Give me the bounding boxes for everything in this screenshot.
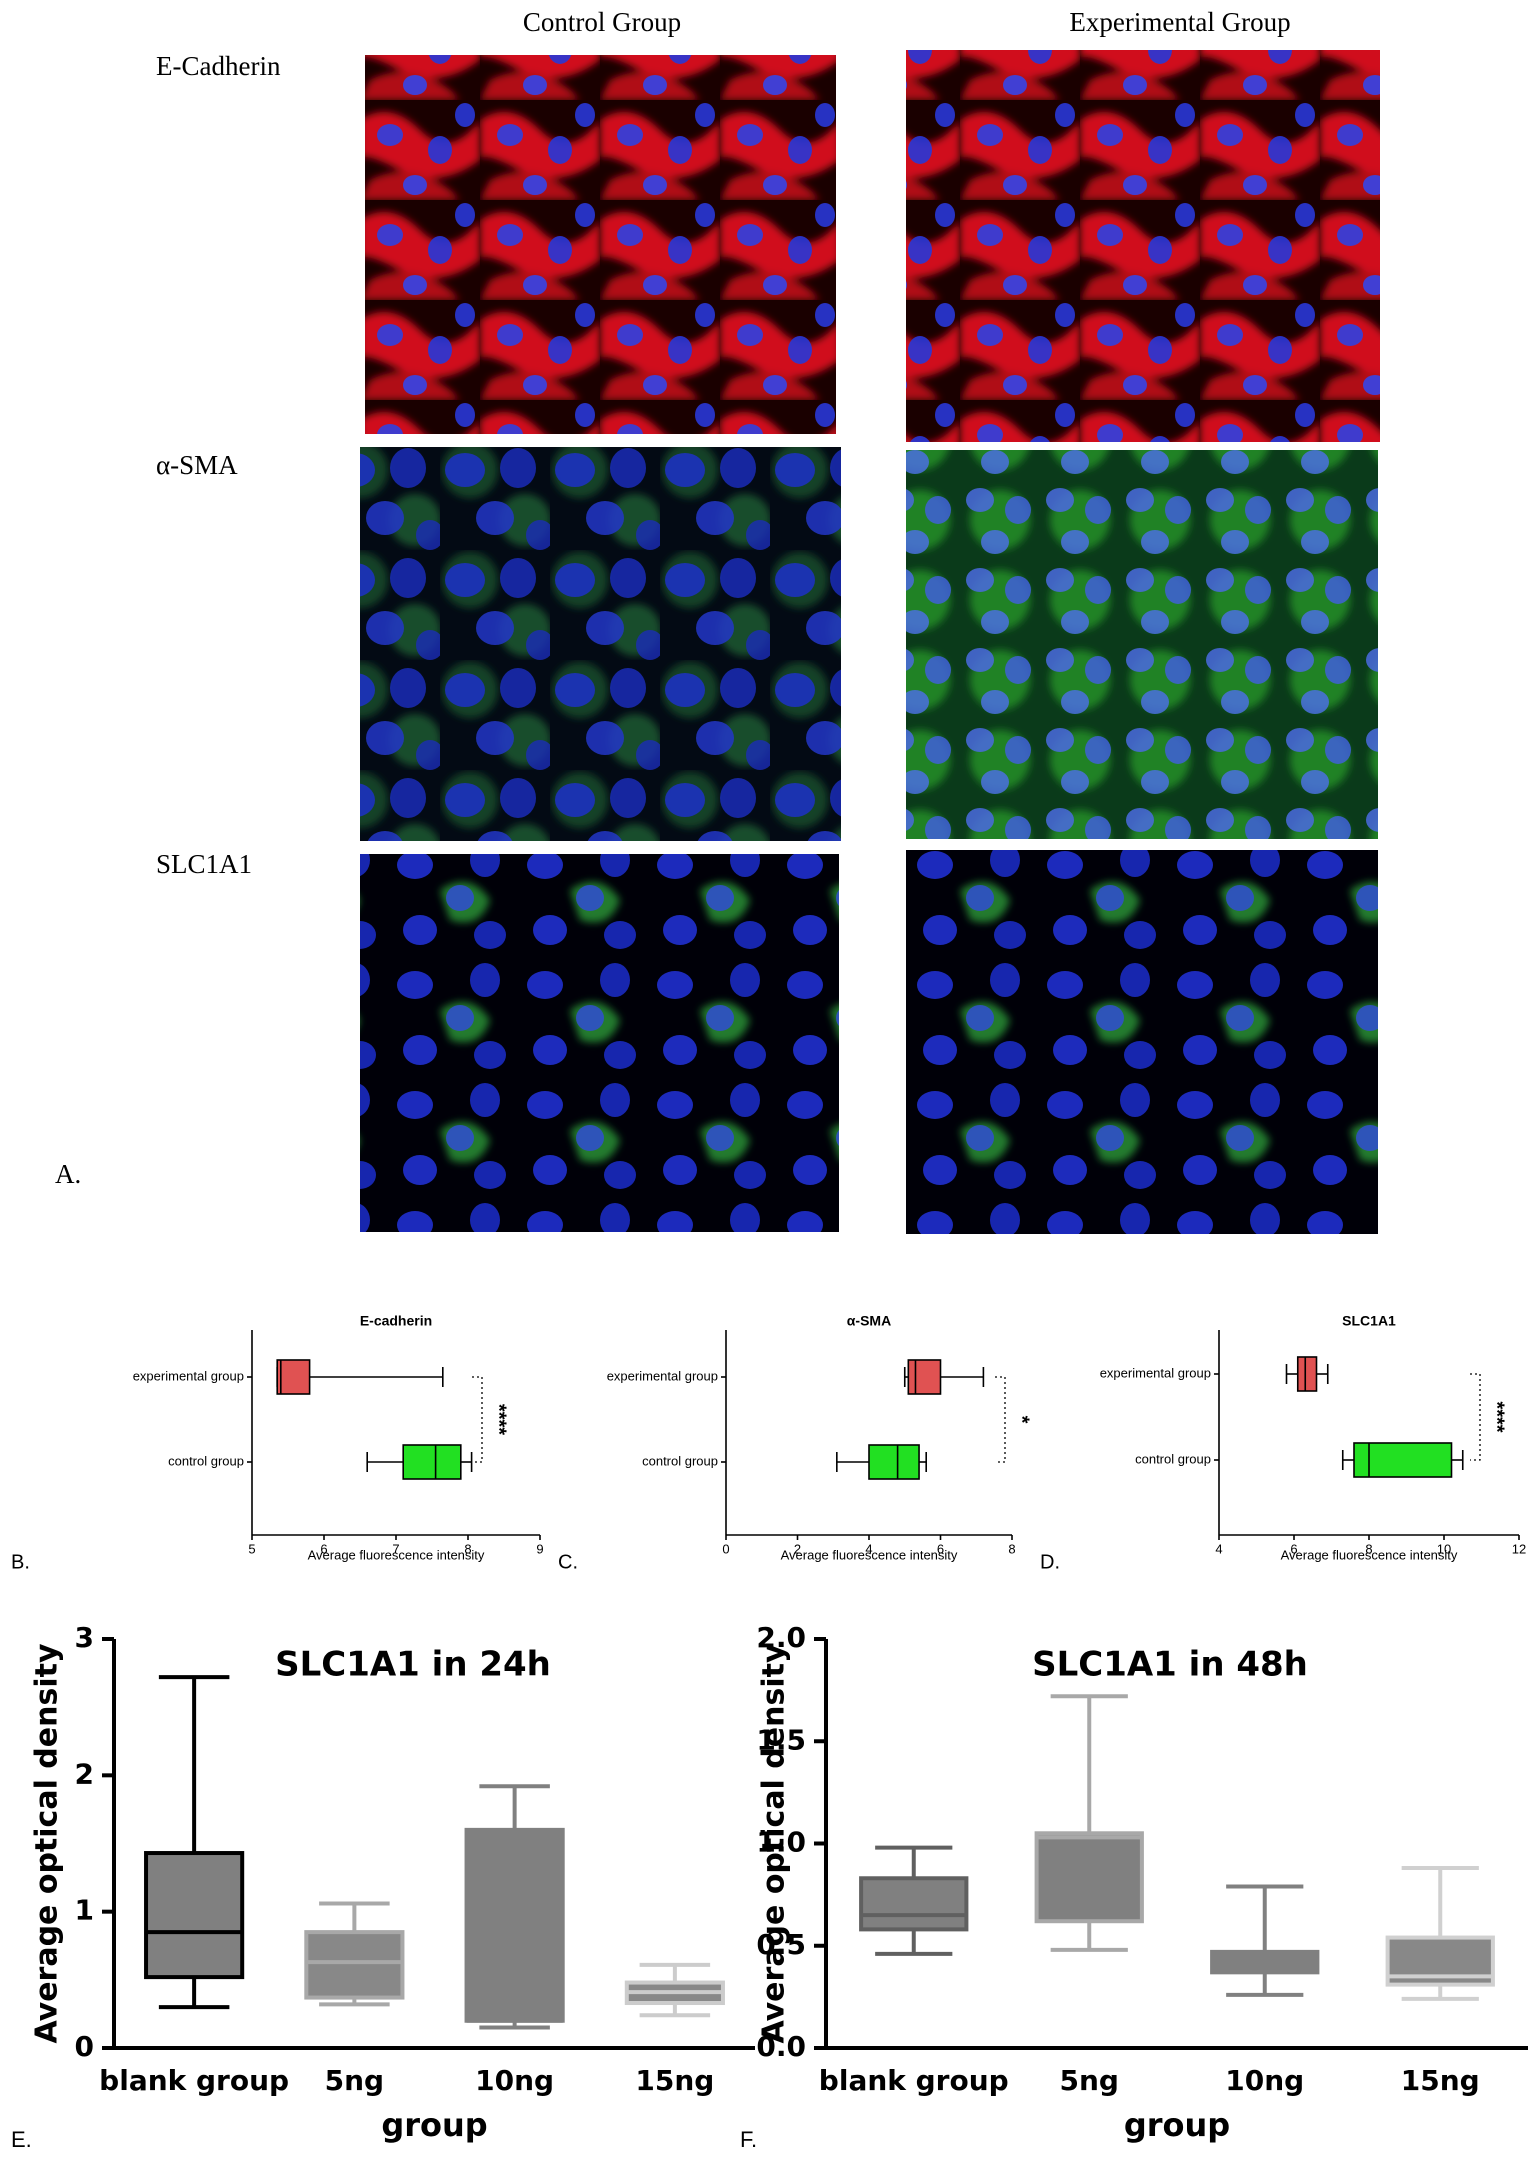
x-tick-label: 10ng	[1225, 2064, 1304, 2097]
significance-bracket	[995, 1376, 1006, 1463]
box	[402, 1444, 462, 1480]
y-axis-title: Average optical density	[757, 1643, 792, 2043]
micrograph	[906, 50, 1380, 442]
x-tick-label: 7	[392, 1541, 399, 1556]
x-tick-label: 15ng	[635, 2064, 714, 2097]
chart-title: α-SMA	[847, 1313, 891, 1329]
x-tick-label: 10	[1437, 1541, 1451, 1556]
box	[276, 1359, 311, 1395]
x-tick-label: 6	[1290, 1541, 1297, 1556]
x-tick-label: 5ng	[1060, 2064, 1119, 2097]
x-tick-label: 8	[1365, 1541, 1372, 1556]
panel-label: A.	[55, 1159, 81, 1189]
y-tick-label: control group	[642, 1453, 718, 1468]
chart-title: SLC1A1 in 24h	[275, 1645, 551, 1685]
x-tick-label: 4	[865, 1541, 872, 1556]
box	[1034, 1831, 1144, 1924]
box	[304, 1930, 405, 2000]
x-axis-title: Average fluorescence intensity	[781, 1547, 958, 1562]
x-tick-label: 6	[320, 1541, 327, 1556]
x-tick-label: 5ng	[325, 2064, 384, 2097]
panel-label: B.	[11, 1551, 30, 1573]
y-tick-label: control group	[1135, 1451, 1211, 1466]
panel-label: C.	[558, 1551, 578, 1573]
x-axis-title: group	[1124, 2106, 1230, 2144]
y-tick-label: 3	[75, 1621, 94, 1654]
x-tick-label: 6	[937, 1541, 944, 1556]
x-tick-label: 5	[248, 1541, 255, 1556]
box	[1353, 1442, 1453, 1478]
x-axis-title: Average fluorescence intensity	[308, 1547, 485, 1562]
box	[1296, 1356, 1318, 1392]
box	[907, 1359, 942, 1395]
x-tick-label: 0	[722, 1541, 729, 1556]
y-tick-label: control group	[168, 1453, 244, 1468]
box	[144, 1851, 245, 1980]
y-tick-label: 1	[75, 1894, 94, 1927]
panel-label: E.	[11, 2127, 32, 2152]
micrograph	[906, 850, 1378, 1234]
y-tick-label: experimental group	[133, 1368, 244, 1383]
x-tick-label: blank group	[819, 2064, 1009, 2097]
x-tick-label: 2	[794, 1541, 801, 1556]
panel-label: D.	[1040, 1551, 1060, 1573]
x-tick-label: 15ng	[1401, 2064, 1480, 2097]
box	[464, 1827, 565, 2023]
row-label: SLC1A1	[156, 849, 252, 879]
significance-bracket	[472, 1376, 483, 1463]
column-header: Control Group	[523, 7, 681, 37]
y-tick-label: 1.5	[756, 1723, 806, 1756]
y-tick-label: 0.0	[756, 2030, 806, 2063]
y-tick-label: experimental group	[1100, 1365, 1211, 1380]
column-header: Experimental Group	[1069, 7, 1290, 37]
box	[859, 1876, 969, 1932]
box	[868, 1444, 920, 1480]
y-tick-label: 2.0	[756, 1621, 806, 1654]
chart-title: SLC1A1 in 48h	[1032, 1645, 1308, 1685]
x-tick-label: 12	[1512, 1541, 1526, 1556]
x-tick-label: 8	[1008, 1541, 1015, 1556]
x-tick-label: 4	[1215, 1541, 1222, 1556]
micrograph	[906, 450, 1378, 839]
significance-bracket	[1470, 1373, 1481, 1461]
row-label: E-Cadherin	[156, 51, 281, 81]
y-tick-label: 0.5	[756, 1928, 806, 1961]
x-tick-label: 9	[536, 1541, 543, 1556]
micrograph	[360, 854, 839, 1232]
y-tick-label: 1.0	[756, 1826, 806, 1859]
significance-label: *	[1011, 1416, 1033, 1424]
y-tick-label: experimental group	[607, 1368, 718, 1383]
y-axis-title: Average optical density	[30, 1643, 65, 2043]
y-tick-label: 2	[75, 1757, 94, 1790]
y-tick-label: 0	[75, 2030, 94, 2063]
significance-label: ****	[1486, 1401, 1508, 1432]
chart-title: E-cadherin	[360, 1313, 432, 1329]
significance-label: ****	[488, 1404, 510, 1435]
x-tick-label: 10ng	[475, 2064, 554, 2097]
micrograph	[365, 55, 836, 434]
panel-label: F.	[740, 2127, 757, 2152]
x-tick-label: 8	[464, 1541, 471, 1556]
x-tick-label: blank group	[99, 2064, 289, 2097]
x-axis-title: Average fluorescence intensity	[1281, 1547, 1458, 1562]
x-axis-title: group	[381, 2106, 487, 2144]
chart-title: SLC1A1	[1342, 1313, 1396, 1329]
row-label: α-SMA	[156, 450, 238, 480]
micrograph	[360, 447, 841, 841]
